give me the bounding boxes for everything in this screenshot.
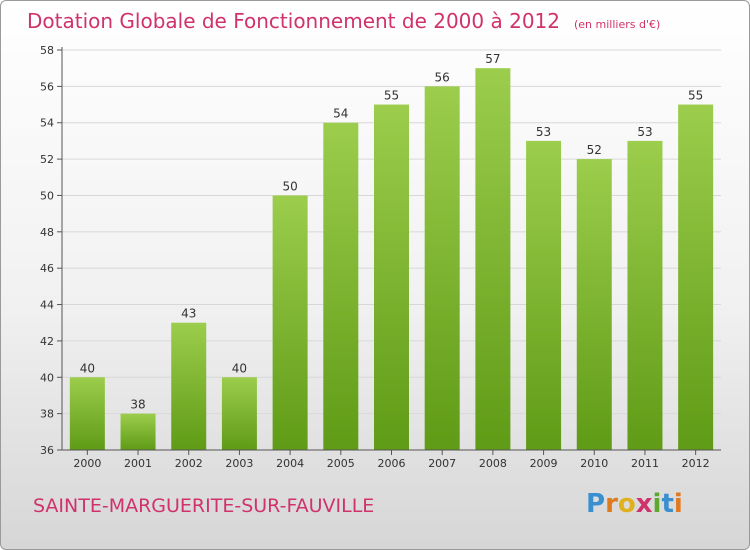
bar-value-label: 53 bbox=[637, 125, 652, 139]
bar bbox=[627, 140, 663, 450]
bar bbox=[323, 122, 359, 451]
x-tick-label: 2010 bbox=[580, 457, 608, 470]
x-tick-label: 2002 bbox=[175, 457, 203, 470]
x-tick-label: 2003 bbox=[225, 457, 253, 470]
bar-value-label: 55 bbox=[688, 89, 703, 103]
y-tick-label: 58 bbox=[40, 44, 54, 57]
bars: 40 38 43 40 50 54 55 56 57 53 52 53 55 bbox=[69, 52, 714, 451]
bar bbox=[424, 86, 460, 450]
logo-letter: t bbox=[661, 489, 674, 519]
bar-value-label: 52 bbox=[587, 143, 602, 157]
bar-value-label: 57 bbox=[485, 52, 500, 66]
bar bbox=[576, 159, 612, 450]
logo-letter: P bbox=[586, 489, 606, 519]
x-tick-label: 2004 bbox=[276, 457, 304, 470]
logo-letter: r bbox=[605, 489, 618, 519]
chart-unit: (en milliers d'€) bbox=[574, 18, 661, 31]
bar-value-label: 40 bbox=[80, 361, 95, 375]
x-tick-label: 2011 bbox=[631, 457, 659, 470]
logo-letter: i bbox=[673, 489, 683, 519]
y-tick-label: 36 bbox=[40, 444, 54, 457]
y-tick-label: 46 bbox=[40, 262, 54, 275]
x-tick-label: 2008 bbox=[479, 457, 507, 470]
y-tick-label: 52 bbox=[40, 153, 54, 166]
x-tick-label: 2007 bbox=[428, 457, 456, 470]
x-tick-label: 2006 bbox=[378, 457, 406, 470]
bar bbox=[171, 322, 207, 450]
bar-value-label: 38 bbox=[130, 398, 145, 412]
bar-value-label: 54 bbox=[333, 107, 348, 121]
bar-value-label: 56 bbox=[435, 70, 450, 84]
bar bbox=[475, 68, 511, 450]
bar bbox=[69, 377, 105, 450]
logo-letter: i bbox=[652, 489, 662, 519]
y-tick-label: 56 bbox=[40, 80, 54, 93]
y-tick-label: 42 bbox=[40, 335, 54, 348]
chart-title: Dotation Globale de Fonctionnement de 20… bbox=[27, 9, 560, 33]
bar-value-label: 50 bbox=[282, 179, 297, 193]
y-tick-label: 48 bbox=[40, 226, 54, 239]
bar-value-label: 53 bbox=[536, 125, 551, 139]
bar bbox=[120, 413, 156, 450]
bar-value-label: 40 bbox=[232, 361, 247, 375]
x-tick-label: 2001 bbox=[124, 457, 152, 470]
y-tick-label: 44 bbox=[40, 299, 54, 312]
bar bbox=[272, 195, 308, 450]
y-tick-label: 40 bbox=[40, 371, 54, 384]
commune-name: SAINTE-MARGUERITE-SUR-FAUVILLE bbox=[33, 495, 375, 517]
axes: 36 38 40 42 44 46 48 50 52 54 56 58 2000 2001 2002 2003… bbox=[40, 44, 721, 470]
bar-value-label: 43 bbox=[181, 307, 196, 321]
bar bbox=[374, 104, 409, 450]
y-tick-label: 50 bbox=[40, 189, 54, 202]
x-tick-label: 2005 bbox=[327, 457, 355, 470]
bar bbox=[221, 377, 257, 450]
logo-letter: x bbox=[635, 489, 653, 519]
bar bbox=[678, 104, 714, 450]
proxiti-logo[interactable]: Proxiti bbox=[586, 489, 683, 519]
chart-header: Dotation Globale de Fonctionnement de 20… bbox=[27, 9, 660, 33]
x-tick-label: 2012 bbox=[682, 457, 710, 470]
y-tick-label: 54 bbox=[40, 117, 54, 130]
y-tick-label: 38 bbox=[40, 408, 54, 421]
x-tick-label: 2009 bbox=[530, 457, 558, 470]
x-tick-label: 2000 bbox=[73, 457, 101, 470]
bar bbox=[526, 140, 562, 450]
bar-value-label: 55 bbox=[384, 89, 399, 103]
logo-letter: o bbox=[617, 489, 636, 519]
